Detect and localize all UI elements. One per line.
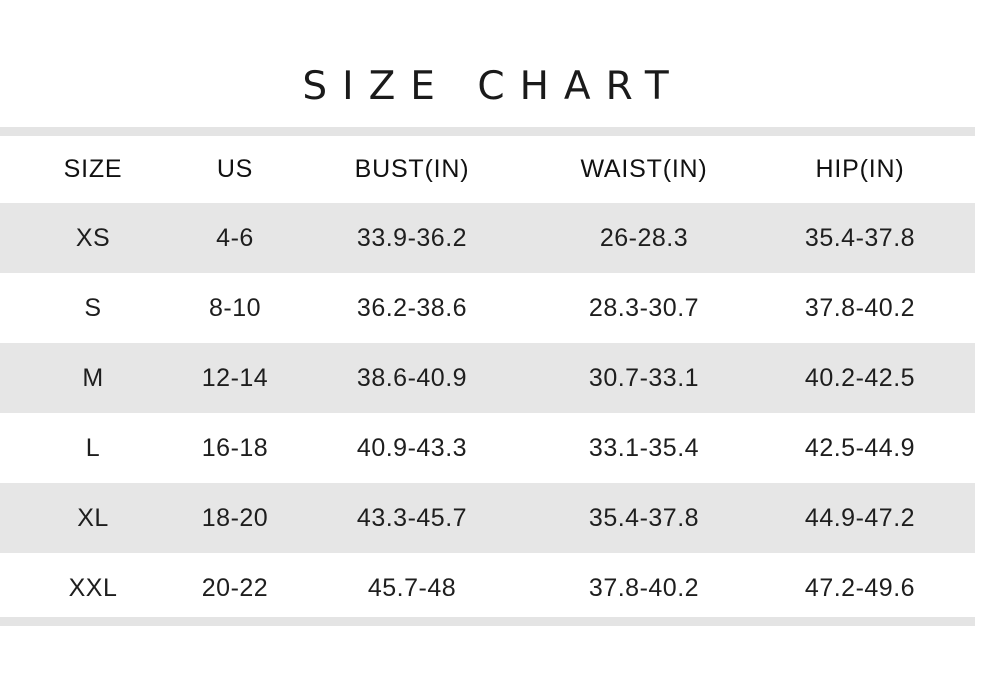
table-row: L 16-18 40.9-43.3 33.1-35.4 42.5-44.9 xyxy=(0,413,975,483)
cell-bust: 33.9-36.2 xyxy=(356,223,468,252)
table-row: XL 18-20 43.3-45.7 35.4-37.8 44.9-47.2 xyxy=(0,483,975,553)
table-row: XS 4-6 33.9-36.2 26-28.3 35.4-37.8 xyxy=(0,203,975,273)
page-title: SIZE CHART xyxy=(302,64,684,109)
table-row: XXL 20-22 45.7-48 37.8-40.2 47.2-49.6 xyxy=(0,553,975,623)
cell-hip: 47.2-49.6 xyxy=(804,573,916,602)
cell-hip: 37.8-40.2 xyxy=(804,293,916,322)
cell-hip: 42.5-44.9 xyxy=(804,433,916,462)
cell-size: M xyxy=(82,363,104,392)
cell-us: 16-18 xyxy=(201,433,269,462)
bottom-divider xyxy=(0,617,975,626)
cell-us: 12-14 xyxy=(201,363,269,392)
cell-size: XL xyxy=(77,503,109,532)
table-row: S 8-10 36.2-38.6 28.3-30.7 37.8-40.2 xyxy=(0,273,975,343)
size-table: SIZE US BUST(IN) WAIST(IN) HIP(IN) XS 4-… xyxy=(0,136,975,623)
cell-waist: 30.7-33.1 xyxy=(588,363,700,392)
header-us: US xyxy=(216,155,254,183)
table-header-row: SIZE US BUST(IN) WAIST(IN) HIP(IN) xyxy=(0,136,975,203)
header-hip: HIP(IN) xyxy=(815,155,905,183)
cell-hip: 40.2-42.5 xyxy=(804,363,916,392)
cell-size: XXL xyxy=(68,573,118,602)
cell-size: XS xyxy=(75,223,111,252)
cell-waist: 35.4-37.8 xyxy=(588,503,700,532)
cell-size: L xyxy=(85,433,101,462)
header-bust: BUST(IN) xyxy=(354,155,470,183)
cell-waist: 37.8-40.2 xyxy=(588,573,700,602)
cell-us: 18-20 xyxy=(201,503,269,532)
cell-bust: 38.6-40.9 xyxy=(356,363,468,392)
cell-hip: 35.4-37.8 xyxy=(804,223,916,252)
cell-waist: 26-28.3 xyxy=(599,223,689,252)
cell-waist: 33.1-35.4 xyxy=(588,433,700,462)
header-size: SIZE xyxy=(63,155,123,183)
cell-bust: 45.7-48 xyxy=(367,573,457,602)
cell-us: 8-10 xyxy=(208,293,262,322)
header-waist: WAIST(IN) xyxy=(580,155,708,183)
cell-hip: 44.9-47.2 xyxy=(804,503,916,532)
cell-bust: 43.3-45.7 xyxy=(356,503,468,532)
cell-bust: 36.2-38.6 xyxy=(356,293,468,322)
table-row: M 12-14 38.6-40.9 30.7-33.1 40.2-42.5 xyxy=(0,343,975,413)
cell-bust: 40.9-43.3 xyxy=(356,433,468,462)
top-divider xyxy=(0,127,975,136)
cell-us: 4-6 xyxy=(216,223,254,252)
cell-size: S xyxy=(84,293,102,322)
cell-us: 20-22 xyxy=(201,573,269,602)
cell-waist: 28.3-30.7 xyxy=(588,293,700,322)
